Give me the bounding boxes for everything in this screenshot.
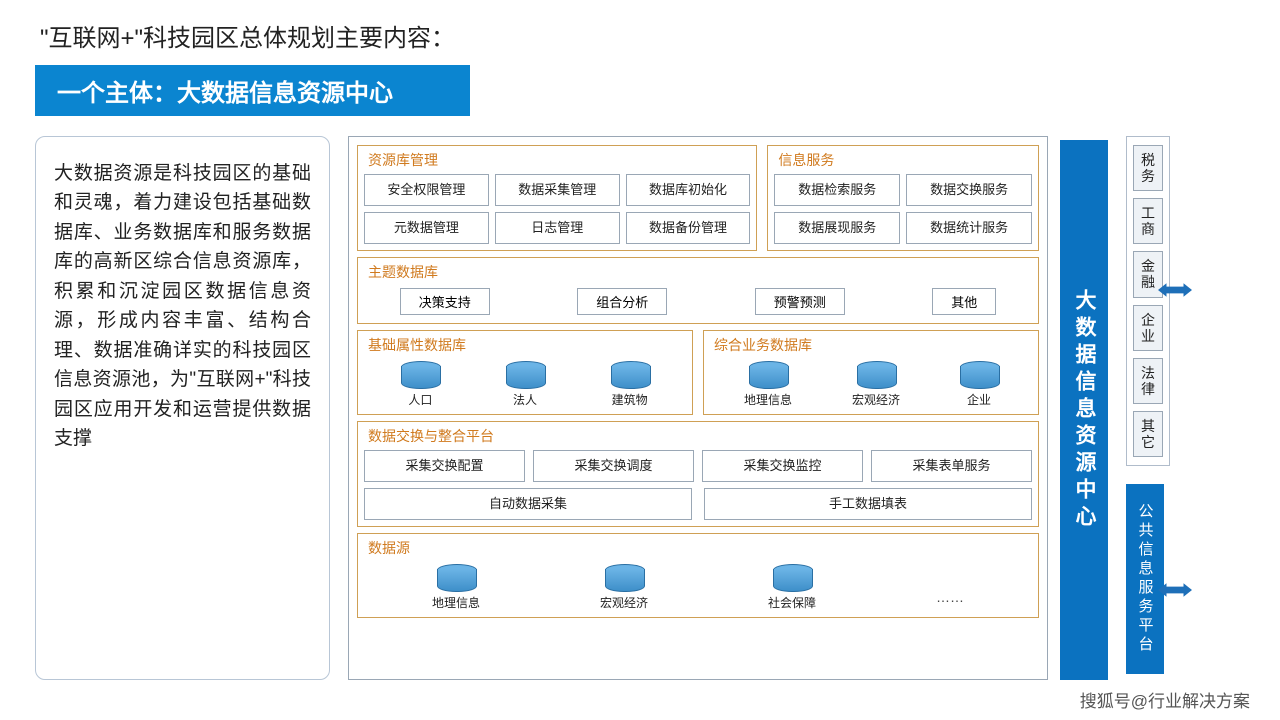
cell: 自动数据采集 <box>364 488 692 520</box>
entity-box: 法律 <box>1133 358 1163 404</box>
center-vertical-label: 大数据信息资源中心 <box>1060 140 1108 680</box>
section-basic-db: 基础属性数据库 人口 法人 建筑物 <box>357 330 693 415</box>
entity-box: 企业 <box>1133 305 1163 351</box>
section-title: 数据源 <box>364 538 1032 562</box>
section-title: 信息服务 <box>774 150 1032 174</box>
db-item: 人口 <box>401 361 439 408</box>
section-title: 综合业务数据库 <box>710 335 1032 359</box>
cell: 数据统计服务 <box>906 212 1032 244</box>
db-item: 建筑物 <box>611 361 649 408</box>
cell: 其他 <box>932 288 996 315</box>
section-exchange: 数据交换与整合平台 采集交换配置 采集交换调度 采集交换监控 采集表单服务 自动… <box>357 421 1039 527</box>
subtitle-bar: 一个主体：大数据信息资源中心 <box>35 65 470 116</box>
database-icon <box>506 361 544 389</box>
page-title: "互联网+"科技园区总体规划主要内容： <box>0 0 1280 65</box>
right-entities-group: 税务 工商 金融 企业 法律 其它 <box>1126 136 1170 466</box>
double-arrow-icon <box>1158 580 1192 600</box>
section-title: 主题数据库 <box>364 262 1032 286</box>
cell: 预警预测 <box>755 288 845 315</box>
db-item: 企业 <box>960 361 998 408</box>
cell: 安全权限管理 <box>364 174 489 206</box>
architecture-diagram: 资源库管理 安全权限管理 数据采集管理 数据库初始化 元数据管理 日志管理 数据… <box>348 136 1048 680</box>
section-title: 资源库管理 <box>364 150 750 174</box>
database-icon <box>857 361 895 389</box>
database-icon <box>437 564 475 592</box>
section-title: 数据交换与整合平台 <box>364 426 1032 450</box>
cell: 数据采集管理 <box>495 174 620 206</box>
cell: 手工数据填表 <box>704 488 1032 520</box>
db-item: 地理信息 <box>432 564 480 611</box>
db-item: 地理信息 <box>744 361 792 408</box>
cell: 组合分析 <box>577 288 667 315</box>
cell: 数据展现服务 <box>774 212 900 244</box>
section-biz-db: 综合业务数据库 地理信息 宏观经济 企业 <box>703 330 1039 415</box>
db-item: 法人 <box>506 361 544 408</box>
cell: 日志管理 <box>495 212 620 244</box>
cell: 数据库初始化 <box>626 174 751 206</box>
cell: 数据检索服务 <box>774 174 900 206</box>
section-source: 数据源 地理信息 宏观经济 社会保障 …… <box>357 533 1039 618</box>
section-theme-db: 主题数据库 决策支持 组合分析 预警预测 其他 <box>357 257 1039 324</box>
description-panel: 大数据资源是科技园区的基础和灵魂，着力建设包括基础数据库、业务数据库和服务数据库… <box>35 136 330 680</box>
section-resource-mgmt: 资源库管理 安全权限管理 数据采集管理 数据库初始化 元数据管理 日志管理 数据… <box>357 145 757 251</box>
cell: 采集交换监控 <box>702 450 863 482</box>
db-item: 宏观经济 <box>600 564 648 611</box>
watermark: 搜狐号@行业解决方案 <box>1080 687 1250 712</box>
entity-box: 工商 <box>1133 198 1163 244</box>
database-icon <box>611 361 649 389</box>
section-info-service: 信息服务 数据检索服务 数据交换服务 数据展现服务 数据统计服务 <box>767 145 1039 251</box>
database-icon <box>960 361 998 389</box>
section-title: 基础属性数据库 <box>364 335 686 359</box>
database-icon <box>401 361 439 389</box>
cell: 采集表单服务 <box>871 450 1032 482</box>
database-icon <box>749 361 787 389</box>
double-arrow-icon <box>1158 280 1192 300</box>
entity-box: 其它 <box>1133 411 1163 457</box>
cell: 数据交换服务 <box>906 174 1032 206</box>
database-icon <box>605 564 643 592</box>
cell: 决策支持 <box>400 288 490 315</box>
cell: 采集交换调度 <box>533 450 694 482</box>
db-item: 社会保障 <box>768 564 816 611</box>
entity-box: 税务 <box>1133 145 1163 191</box>
cell: 数据备份管理 <box>626 212 751 244</box>
ellipsis: …… <box>936 589 964 611</box>
cell: 元数据管理 <box>364 212 489 244</box>
cell: 采集交换配置 <box>364 450 525 482</box>
db-item: 宏观经济 <box>852 361 900 408</box>
database-icon <box>773 564 811 592</box>
